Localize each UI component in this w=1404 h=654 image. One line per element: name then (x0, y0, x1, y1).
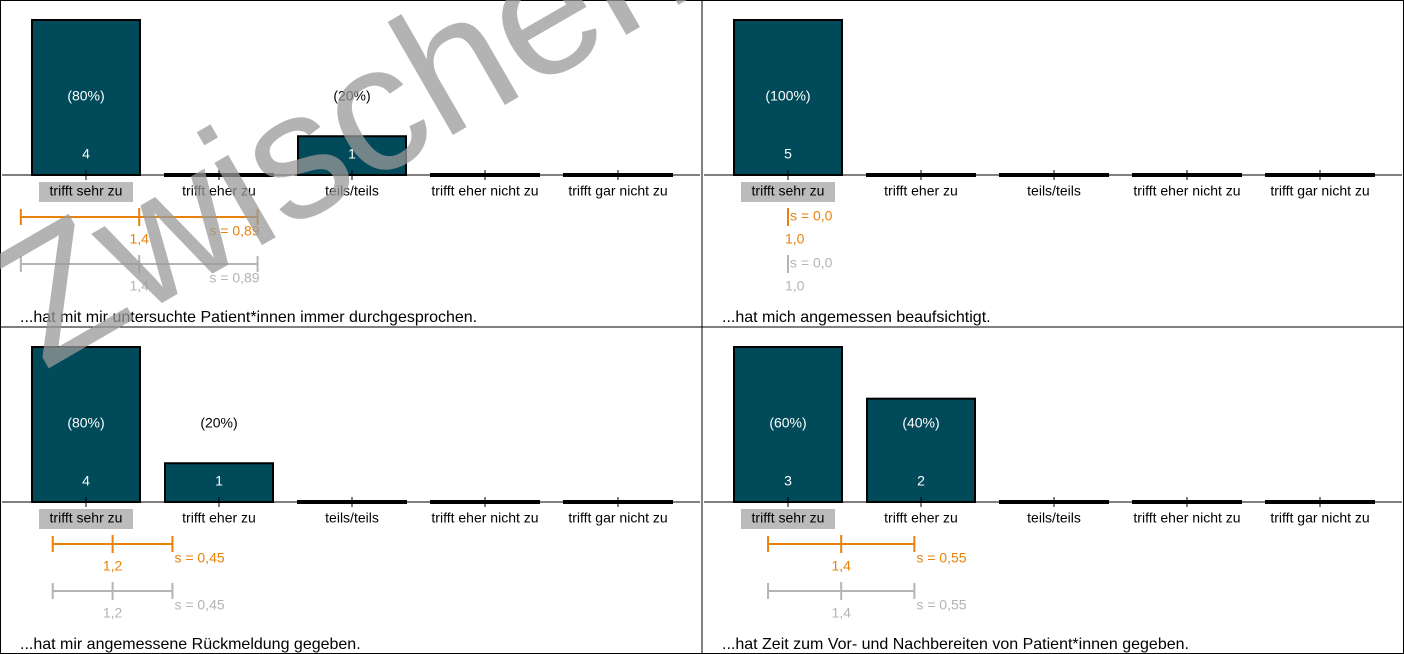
count-label: 4 (82, 146, 90, 162)
question-text: ...hat mir angemessene Rückmeldung gegeb… (20, 636, 361, 653)
count-label: 4 (82, 473, 90, 489)
error-bar (51, 535, 174, 553)
category-label: teils/teils (1027, 183, 1081, 199)
sd-label: s = 0,89 (209, 270, 259, 286)
count-label: 1 (215, 473, 223, 489)
category-highlight (741, 509, 835, 529)
percent-label: (20%) (200, 415, 237, 431)
category-label: teils/teils (325, 183, 379, 199)
bar (31, 346, 141, 503)
question-text: ...hat Zeit zum Vor- und Nachbereiten vo… (722, 636, 1189, 653)
category-label: trifft gar nicht zu (568, 183, 667, 199)
mean-label: 1,0 (785, 278, 805, 294)
bar (733, 19, 843, 176)
count-label: 3 (784, 473, 792, 489)
percent-label: (100%) (765, 88, 810, 104)
category-highlight (741, 182, 835, 202)
mean-label: 1,4 (129, 231, 149, 247)
percent-label: (80%) (67, 415, 104, 431)
mean-label: 1,2 (103, 605, 123, 621)
category-label: trifft eher zu (884, 510, 958, 526)
category-label: trifft sehr zu (752, 510, 825, 526)
category-label: trifft eher nicht zu (431, 183, 538, 199)
category-label: trifft eher zu (182, 183, 256, 199)
mean-label: 1,4 (129, 278, 149, 294)
error-bar (767, 535, 916, 553)
bar (164, 462, 274, 503)
category-label: teils/teils (325, 510, 379, 526)
sd-label: s = 0,55 (916, 550, 966, 566)
count-label: 5 (784, 146, 792, 162)
error-bar (19, 208, 259, 226)
error-bar (19, 255, 259, 273)
category-label: trifft eher nicht zu (1133, 510, 1240, 526)
mean-label: 1,0 (785, 231, 805, 247)
bar (733, 346, 843, 503)
sd-label: s = 0,0 (790, 255, 833, 271)
count-label: 1 (348, 146, 356, 162)
category-label: trifft gar nicht zu (1270, 510, 1369, 526)
category-label: trifft eher zu (884, 183, 958, 199)
category-label: trifft eher nicht zu (1133, 183, 1240, 199)
category-highlight (39, 509, 133, 529)
sd-label: s = 0,89 (209, 223, 259, 239)
percent-label: (40%) (902, 415, 939, 431)
mean-label: 1,4 (831, 558, 851, 574)
count-label: 2 (917, 473, 925, 489)
sd-label: s = 0,45 (174, 550, 224, 566)
question-text: ...hat mit mir untersuchte Patient*innen… (20, 309, 477, 326)
percent-label: (20%) (333, 88, 370, 104)
percent-label: (80%) (67, 88, 104, 104)
sd-label: s = 0,0 (790, 208, 833, 224)
mean-label: 1,4 (831, 605, 851, 621)
percent-label: (60%) (769, 415, 806, 431)
question-text: ...hat mich angemessen beaufsichtigt. (722, 309, 991, 326)
category-label: trifft gar nicht zu (568, 510, 667, 526)
sd-label: s = 0,45 (174, 597, 224, 613)
bar (31, 19, 141, 176)
error-bar (767, 582, 916, 600)
category-label: trifft gar nicht zu (1270, 183, 1369, 199)
category-highlight (39, 182, 133, 202)
bar (866, 397, 976, 503)
category-label: trifft sehr zu (50, 510, 123, 526)
error-bar (51, 582, 174, 600)
mean-label: 1,2 (103, 558, 123, 574)
category-label: trifft eher nicht zu (431, 510, 538, 526)
category-label: teils/teils (1027, 510, 1081, 526)
sd-label: s = 0,55 (916, 597, 966, 613)
category-label: trifft sehr zu (752, 183, 825, 199)
category-label: trifft sehr zu (50, 183, 123, 199)
category-label: trifft eher zu (182, 510, 256, 526)
